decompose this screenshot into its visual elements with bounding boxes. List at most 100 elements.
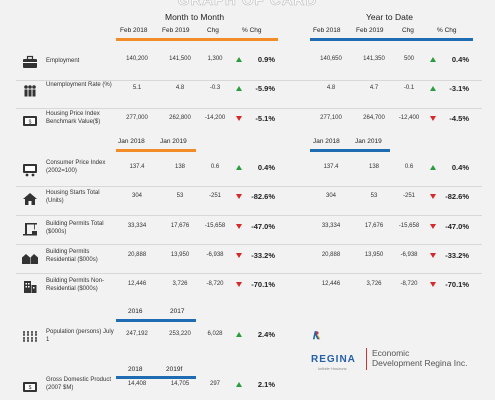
- ytd-title: Year to Date: [366, 12, 413, 22]
- house-icon: [23, 193, 37, 205]
- ytd-value: 13,950: [364, 252, 384, 258]
- ytd-value: -15,658: [398, 223, 420, 229]
- ytd-pct-change: -82.6%: [445, 192, 469, 201]
- ytd-pct-change: -33.2%: [445, 251, 469, 260]
- m2m-value: 253,220: [169, 331, 191, 337]
- arrow-down-icon: [236, 116, 242, 121]
- ytd-pct-change: -3.1%: [449, 84, 469, 93]
- arrow-down-icon: [236, 253, 242, 258]
- m2m-value: -0.3: [209, 85, 221, 91]
- price-icon: $: [23, 116, 37, 126]
- org-line-1: Economic: [372, 348, 410, 358]
- org-name: Economic Development Regina Inc.: [372, 348, 467, 368]
- regina-logo-icon: [312, 331, 321, 340]
- people-icon: [24, 85, 36, 97]
- row-label: Consumer Price Index (2002=100): [46, 160, 106, 174]
- arrow-up-icon: [236, 57, 242, 62]
- ytd-pct-change: -47.0%: [445, 222, 469, 231]
- arrow-up-icon: [236, 165, 242, 170]
- m2m-value: 262,800: [169, 115, 191, 121]
- row-divider: [16, 108, 482, 109]
- ytd-value: 4.8: [326, 85, 336, 91]
- ytd-value: -6,938: [400, 252, 418, 258]
- g4-col-2: 2019f: [166, 366, 183, 373]
- g2-col-1: Jan 2018: [118, 138, 145, 145]
- row-label: Building Permits Non-Residential ($000s): [46, 278, 105, 292]
- ytd-value: -0.1: [403, 85, 415, 91]
- m2m-col-1: Feb 2018: [120, 27, 148, 34]
- row-label: Employment: [46, 58, 80, 64]
- arrow-down-icon: [236, 224, 242, 229]
- briefcase-icon: [23, 55, 37, 68]
- m2m-value: 304: [131, 193, 142, 199]
- ytd-value: 53: [370, 193, 378, 199]
- row-label: Building Permits Total ($000s): [46, 221, 104, 235]
- cart-icon: [23, 164, 37, 177]
- ytd-pct-change: -4.5%: [449, 114, 469, 123]
- m2m-value: -6,938: [206, 252, 224, 258]
- m2m-pct-change: -5.9%: [255, 84, 275, 93]
- ytd-pct-change: 0.4%: [451, 163, 469, 172]
- gdp-icon: $: [23, 382, 37, 392]
- population-icon: [23, 331, 37, 342]
- ytd-value: -251: [402, 193, 415, 199]
- m2m-value: 141,500: [169, 56, 191, 62]
- g4-bar: [116, 376, 196, 379]
- g3-col-2: 2017: [170, 308, 185, 315]
- ytd-value: 20,888: [321, 252, 341, 258]
- row-label: Building Permits Residential ($000s): [46, 249, 98, 263]
- g4-col-1: 2018: [128, 366, 143, 373]
- m2m-value: 1,300: [207, 56, 223, 62]
- svg-text:$: $: [29, 119, 32, 125]
- m2m-value: 17,676: [170, 223, 190, 229]
- ytd-value: 17,676: [364, 223, 384, 229]
- arrow-down-icon: [430, 282, 436, 287]
- ytd-value: 137.4: [323, 164, 339, 170]
- m2m-value: 14,408: [127, 381, 147, 387]
- building-icon: [24, 281, 37, 293]
- m2m-value: 5.1: [132, 85, 142, 91]
- ytd-value: 277,100: [320, 115, 342, 121]
- m2m-value: 247,192: [126, 331, 148, 337]
- m2m-value: 0.6: [210, 164, 220, 170]
- m2m-value: -15,658: [204, 223, 226, 229]
- arrow-down-icon: [430, 253, 436, 258]
- arrow-down-icon: [430, 116, 436, 121]
- crane-icon: [23, 223, 37, 236]
- ytd-value: 3,726: [366, 281, 382, 287]
- banner-title: GRAPH OF CARD: [0, 0, 495, 8]
- row-divider: [16, 244, 482, 245]
- g2-ytd-col-2: Jan 2019: [355, 138, 382, 145]
- arrow-down-icon: [236, 194, 242, 199]
- row-divider: [16, 273, 482, 274]
- row-label: Housing Price Index Benchmark Value($): [46, 111, 101, 125]
- m2m-value: -8,720: [206, 281, 224, 287]
- arrow-up-icon: [430, 57, 436, 62]
- m2m-pct-change: 0.4%: [257, 163, 275, 172]
- ytd-pct-change: -70.1%: [445, 280, 469, 289]
- ytd-value: 12,446: [321, 281, 341, 287]
- g3-bar: [116, 319, 196, 322]
- ytd-header-bar: [310, 38, 473, 41]
- m2m-value: 20,888: [127, 252, 147, 258]
- g3-col-1: 2016: [128, 308, 143, 315]
- m2m-value: -251: [208, 193, 221, 199]
- ytd-value: 0.6: [404, 164, 414, 170]
- logo-divider: [366, 348, 367, 370]
- arrow-down-icon: [430, 224, 436, 229]
- ytd-value: 304: [325, 193, 336, 199]
- m2m-pct-change: 2.4%: [257, 330, 275, 339]
- m2m-value: 14,705: [170, 381, 190, 387]
- m2m-value: 137.4: [129, 164, 145, 170]
- ytd-value: -12,400: [398, 115, 420, 121]
- ytd-value: 140,650: [320, 56, 342, 62]
- ytd-col-3: Chg: [402, 27, 414, 34]
- row-divider: [16, 80, 482, 81]
- ytd-value: 33,334: [321, 223, 341, 229]
- m2m-pct-change: -47.0%: [251, 222, 275, 231]
- m2m-pct-change: -33.2%: [251, 251, 275, 260]
- arrow-up-icon: [430, 165, 436, 170]
- m2m-pct-change: -82.6%: [251, 192, 275, 201]
- row-divider: [16, 186, 482, 187]
- row-label: Unemployment Rate (%): [46, 82, 112, 88]
